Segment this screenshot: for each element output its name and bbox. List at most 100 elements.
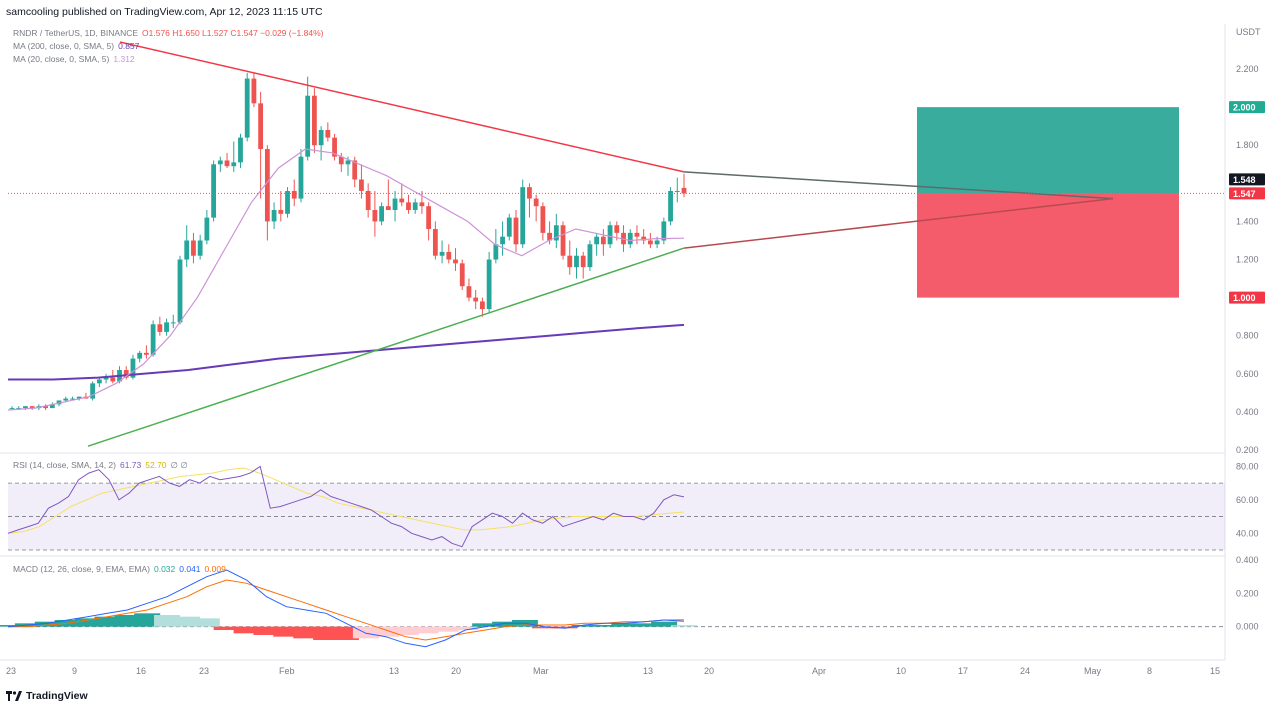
candle-body	[244, 78, 250, 138]
candle-body	[674, 190, 680, 192]
time-tick-label: 20	[451, 666, 461, 676]
candle-body	[634, 232, 640, 237]
macd-histogram-bar	[253, 626, 280, 635]
candle-body	[574, 255, 579, 268]
candle-body	[130, 358, 136, 378]
candle-body	[372, 210, 378, 222]
rsi-ma-value: 52.70	[145, 460, 167, 470]
macd-histogram-bar	[631, 623, 658, 627]
price-tick-label: 0.400	[1236, 407, 1259, 417]
price-tick-label: 1.400	[1236, 216, 1259, 226]
candle-body	[110, 377, 116, 382]
price-tick-label: 1.200	[1236, 255, 1259, 265]
candle-body	[446, 251, 452, 260]
time-tick-label: 8	[1147, 666, 1152, 676]
price-tick-label: 0.800	[1236, 331, 1259, 341]
time-tick-label: 13	[389, 666, 399, 676]
candle-body	[439, 251, 445, 256]
candle-body	[661, 221, 667, 241]
rsi-tick-label: 80.00	[1236, 461, 1259, 471]
macd-histogram-bar	[0, 625, 21, 627]
time-tick-label: May	[1084, 666, 1102, 676]
publish-info: samcooling published on TradingView.com,…	[6, 6, 323, 18]
tradingview-logo-icon	[6, 691, 22, 701]
candle-body	[137, 352, 143, 359]
candle-body	[164, 322, 169, 332]
macd-histogram-bar	[551, 626, 578, 629]
macd-tick-label: 0.000	[1236, 622, 1259, 632]
symbol-legend: RNDR / TetherUS, 1D, BINANCE O1.576 H1.65…	[13, 28, 327, 38]
candle-body	[453, 259, 458, 264]
candle-body	[459, 263, 465, 287]
candle-body	[103, 377, 109, 380]
candle-body	[567, 255, 573, 268]
rsi-ma-line	[7, 467, 685, 534]
candle-body	[580, 255, 586, 268]
time-tick-label: 17	[958, 666, 968, 676]
candle-body	[527, 187, 532, 199]
ma20-legend: MA (20, close, 0, SMA, 5) 1.312	[13, 54, 139, 64]
candle-body	[594, 236, 600, 245]
macd-histogram-bar	[134, 613, 161, 627]
ma20-value: 1.312	[113, 54, 135, 64]
candle-body	[506, 217, 512, 237]
candle-body	[338, 156, 344, 165]
ma200-line	[8, 323, 685, 381]
publish-header: samcooling published on TradingView.com,…	[0, 0, 1280, 24]
candle-body	[540, 206, 546, 233]
candle-body	[392, 198, 398, 210]
macd-histogram-bar	[273, 626, 300, 637]
price-tag-1548-bg	[1229, 173, 1265, 186]
candle-body	[493, 244, 499, 260]
macd-histogram-bar	[492, 621, 519, 627]
candle-body	[332, 137, 337, 157]
candle-body	[184, 240, 190, 260]
candle-body	[379, 206, 384, 222]
time-tick-label: Mar	[533, 666, 549, 676]
candle-body	[298, 156, 304, 199]
price-tick-label: 0.600	[1236, 369, 1259, 379]
candle-body	[211, 164, 216, 218]
macd-histogram-bar	[432, 626, 459, 632]
macd-histogram-bar	[412, 626, 439, 634]
candle-body	[466, 286, 472, 298]
price-tick-label: 1.800	[1236, 140, 1259, 150]
time-tick-label: Feb	[279, 666, 295, 676]
macd-histogram-bar	[114, 615, 141, 627]
candle-body	[614, 225, 620, 233]
candle-body	[654, 240, 660, 245]
rsi-tick-label: 60.00	[1236, 495, 1259, 505]
footer-brand[interactable]: TradingView	[6, 690, 88, 702]
candle-body	[426, 206, 432, 230]
ma20-label: MA (20, close, 0, SMA, 5)	[13, 54, 110, 64]
rsi-legend: RSI (14, close, SMA, 14, 2) 61.73 52.70 ∅ ∅	[13, 460, 192, 471]
candle-body	[157, 324, 163, 332]
candle-body	[473, 297, 479, 302]
time-tick-label: 24	[1020, 666, 1030, 676]
candle-body	[480, 301, 485, 310]
rsi-extra: ∅ ∅	[170, 460, 188, 470]
candle-body	[553, 225, 559, 241]
macd-histogram-bar	[333, 626, 359, 640]
rsi-label: RSI (14, close, SMA, 14, 2)	[13, 460, 116, 470]
target-price-tag: 2.000	[1233, 103, 1256, 113]
footer-brand-label: TradingView	[26, 690, 88, 702]
candle-body	[70, 398, 75, 400]
macd-histogram-bar	[34, 621, 61, 627]
candle-body	[291, 190, 297, 199]
candle-body	[560, 225, 566, 256]
rsi-value: 61.73	[119, 460, 142, 470]
candle-body	[285, 190, 290, 214]
candle-body	[271, 210, 277, 222]
macd-histogram-bar	[293, 626, 320, 639]
macd-histogram-bar	[154, 615, 181, 627]
resistance-extension	[683, 171, 1114, 200]
candle-body	[224, 160, 230, 167]
macd-histogram-bar	[173, 616, 200, 627]
macd-histogram-bar	[352, 626, 379, 639]
candle-body	[352, 160, 358, 180]
candle-body	[23, 406, 28, 409]
currency-label: USDT	[1236, 27, 1261, 37]
candle-body	[144, 352, 149, 355]
